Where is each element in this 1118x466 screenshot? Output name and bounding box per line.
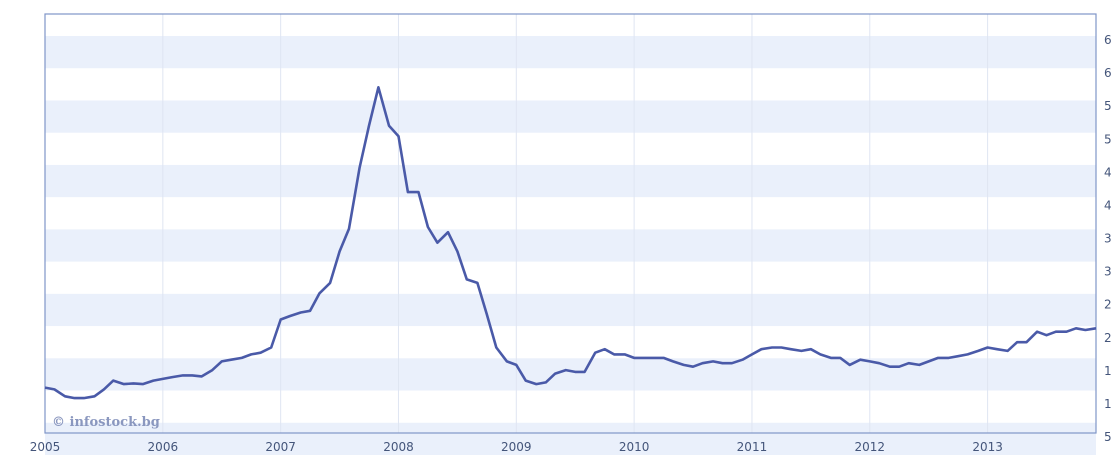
y-axis-tick-labels: 6 6 5 5 4 4 3 3 2 2 1 1 5: [1104, 33, 1112, 444]
background-band: [45, 36, 1096, 69]
x-tick-label-2007: 2007: [265, 440, 296, 454]
y-tick-label: 3: [1104, 265, 1112, 279]
y-tick-label: 4: [1104, 198, 1112, 212]
y-tick-label: 1: [1104, 397, 1112, 411]
x-tick-label-2009: 2009: [501, 440, 532, 454]
y-tick-label: 6: [1104, 33, 1112, 47]
background-band: [45, 422, 1096, 455]
x-tick-label-2010: 2010: [619, 440, 650, 454]
background-band: [45, 293, 1096, 327]
price-series-line: [44, 86, 1097, 400]
y-tick-label: 3: [1104, 232, 1112, 246]
y-tick-label: 5: [1104, 99, 1112, 113]
y-tick-label: 6: [1104, 66, 1112, 80]
background-band: [45, 100, 1096, 133]
x-tick-label-2006: 2006: [148, 440, 179, 454]
y-tick-label: 1: [1104, 364, 1112, 378]
x-tick-label-2013: 2013: [972, 440, 1003, 454]
y-tick-label: 2: [1104, 298, 1112, 312]
x-tick-label-2005: 2005: [30, 440, 61, 454]
x-tick-label-2011: 2011: [737, 440, 768, 454]
infostock-watermark: © infostock.bg: [52, 415, 160, 430]
x-tick-label-2012: 2012: [855, 440, 886, 454]
x-tick-label-2008: 2008: [383, 440, 414, 454]
background-band: [45, 164, 1096, 198]
y-tick-label: 5: [1104, 430, 1112, 444]
background-band: [45, 229, 1096, 262]
y-tick-label: 4: [1104, 165, 1112, 179]
x-axis-tick-labels: 2005 2006 2007 2008 2009 2010 2011 2012 2013: [30, 440, 1003, 454]
background-bands: [45, 36, 1096, 455]
plot-border: [44, 13, 1097, 434]
y-tick-label: 2: [1104, 331, 1112, 345]
y-tick-label: 5: [1104, 132, 1112, 146]
